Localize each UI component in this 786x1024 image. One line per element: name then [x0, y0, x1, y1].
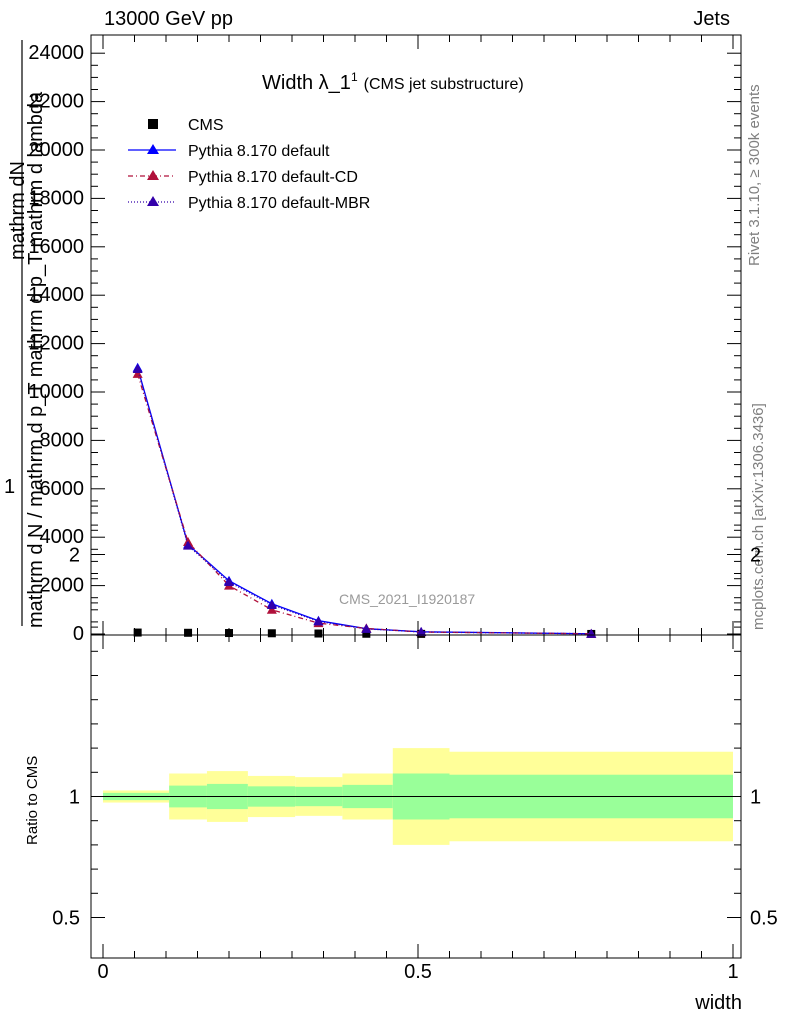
data-point: [586, 628, 597, 638]
data-point: [224, 576, 234, 586]
y-tick-label: 0: [73, 623, 84, 645]
y-tick-label: 2000: [40, 575, 85, 597]
ratio-y-ticks: 0.5 0.5 1 1 2 2: [52, 505, 778, 930]
series-line: [137, 367, 592, 635]
series-pythia-8-170-default-mbr: [132, 364, 597, 638]
x-tick-label: 0.5: [404, 961, 432, 983]
data-point: [361, 623, 372, 633]
legend-item: Pythia 8.170 default: [128, 143, 330, 160]
legend-marker: [147, 170, 159, 180]
main-panel: 0 2000 4000 6000 8000 10000 12000 14000 16000 180…: [4, 34, 742, 645]
ylabel-denominator: mathrm d N / mathrm d p_T mathrm d p_T m…: [25, 91, 47, 628]
x-tick-label: 1: [727, 961, 738, 983]
y-tick-label: 16000: [28, 236, 84, 258]
y-tick-label: 10000: [28, 381, 84, 403]
legend-item: Pythia 8.170 default-MBR: [128, 195, 370, 212]
data-point: [183, 540, 194, 550]
ylabel-numerator: mathrm dN: [7, 161, 29, 260]
legend-marker: [148, 119, 158, 129]
data-point: [314, 629, 323, 638]
data-point: [225, 629, 233, 638]
x-axis-ticks: 0 0.5 1: [97, 635, 739, 983]
legend-label: Pythia 8.170 default: [188, 143, 330, 160]
data-point: [313, 616, 324, 626]
main-y-ticks: 0 2000 4000 6000 8000 10000 12000 14000 16000 180…: [28, 35, 741, 645]
data-point: [184, 628, 193, 637]
legend-label: CMS: [188, 117, 224, 134]
y-tick-label: 4000: [40, 526, 85, 548]
y-tick-label: 18000: [28, 187, 84, 209]
data-point: [362, 629, 371, 638]
legend: CMS Pythia 8.170 default Pythia 8.170 defa…: [128, 117, 370, 212]
series-line: [137, 368, 592, 635]
legend-item: CMS: [148, 117, 224, 134]
process-label: 13000 GeV pp: [104, 8, 233, 30]
data-point: [132, 364, 143, 374]
ylabel-one: 1: [4, 476, 15, 498]
series-layer: [132, 362, 597, 638]
ratio-panel: 0.5 0.51 12 2 0 0.5 1 Ratio to CMS width: [24, 505, 778, 1014]
jets-label: Jets: [693, 8, 730, 30]
data-point: [266, 599, 277, 609]
y-tick-label: 12000: [28, 333, 84, 355]
ratio-y-tick-label-left: 0.5: [52, 908, 80, 930]
plot-title: Width λ_11 (CMS jet substructure): [262, 70, 524, 94]
y-tick-label: 6000: [40, 478, 85, 500]
legend-label: Pythia 8.170 default-MBR: [188, 195, 370, 212]
x-tick-label: 0: [97, 961, 108, 983]
ratio-y-tick-label-left: 2: [69, 545, 80, 567]
series-line: [137, 373, 592, 635]
ratio-y-axis-label: Ratio to CMS: [24, 756, 41, 845]
data-point: [416, 626, 427, 636]
data-point: [133, 628, 142, 637]
legend-marker: [147, 144, 159, 154]
y-tick-label: 8000: [40, 429, 85, 451]
y-tick-label: 20000: [28, 139, 84, 161]
y-tick-label: 24000: [28, 42, 84, 64]
ratio-y-tick-label-left: 1: [69, 787, 80, 809]
y-tick-label: 22000: [28, 91, 84, 113]
x-axis-label: width: [694, 992, 742, 1014]
main-y-axis-label: mathrm dN 1 mathrm d N / mathrm d p_T ma…: [4, 40, 47, 628]
legend-marker: [147, 196, 159, 206]
data-point: [266, 604, 277, 614]
legend-label: Pythia 8.170 default-CD: [188, 169, 358, 186]
ratio-y-tick-label-right: 0.5: [750, 908, 778, 930]
analysis-watermark: CMS_2021_I1920187: [339, 591, 475, 607]
y-tick-label: 14000: [28, 284, 84, 306]
data-point: [132, 368, 143, 378]
legend-item: Pythia 8.170 default-CD: [128, 169, 358, 186]
ratio-y-tick-label-right: 2: [750, 545, 761, 567]
data-point: [267, 629, 276, 638]
ratio-y-tick-label-right: 1: [750, 787, 761, 809]
